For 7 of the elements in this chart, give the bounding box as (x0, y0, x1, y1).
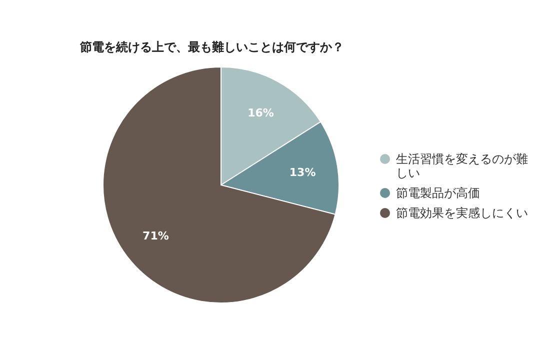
data-label: 71% (142, 230, 169, 243)
chart-title: 節電を続ける上で、最も難しいことは何ですか？ (79, 40, 344, 54)
data-label: 13% (289, 166, 316, 180)
legend-label: 節電製品が高価 (396, 186, 480, 200)
legend-label: 生活習慣を変えるのが難しい (396, 152, 528, 180)
data-label: 16% (248, 106, 274, 120)
legend-label: 節電効果を実感しにくい (396, 206, 528, 220)
